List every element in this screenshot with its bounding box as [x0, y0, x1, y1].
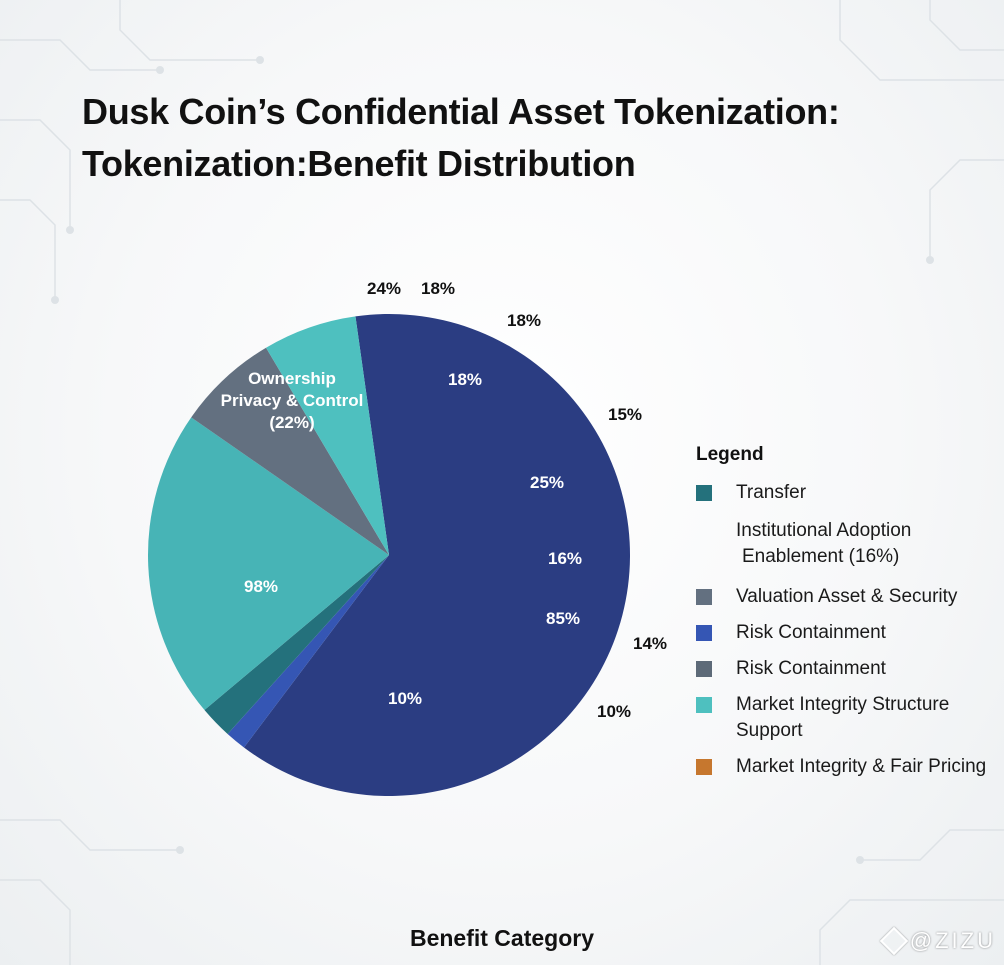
pie-slice-6 [266, 316, 389, 555]
legend-item: Risk Containment [692, 620, 1002, 646]
legend-label-line: Valuation Asset & Security [736, 586, 958, 607]
inner-label-2: 98% [244, 577, 278, 596]
inner-label-4: 18% [448, 370, 482, 389]
pie-slice-1 [243, 314, 631, 797]
inner-label-3: 10% [388, 689, 422, 708]
legend: Legend Transfer Institutional Adoption Ena… [692, 444, 1002, 780]
pie-slice-2 [227, 555, 389, 748]
legend-label: Institutional Adoption Enablement (16%) [736, 518, 911, 570]
legend-item: Market Integrity Structure Support [692, 692, 1002, 744]
inner-label-7: 85% [546, 609, 580, 628]
legend-label: Market Integrity & Fair Pricing [736, 754, 986, 780]
legend-swatch [696, 661, 712, 677]
chart-title: Dusk Coin’s Confidential Asset Tokenizat… [82, 86, 840, 190]
legend-swatch [696, 625, 712, 641]
legend-label: Market Integrity Structure Support [736, 692, 949, 744]
legend-label-line: Support [736, 720, 803, 741]
outer-label-1: 24% [367, 279, 401, 298]
legend-swatch [696, 759, 712, 775]
outer-label-5: 14% [633, 634, 667, 653]
legend-label-line: Risk Containment [736, 658, 886, 679]
legend-label-line: Market Integrity & Fair Pricing [736, 756, 987, 777]
outer-label-2: 18% [421, 279, 455, 298]
inner-label-5: 25% [530, 473, 564, 492]
chart-title-line-1: Dusk Coin’s Confidential Asset Tokenizat… [82, 91, 840, 132]
legend-items: Transfer Institutional Adoption Enablement… [692, 480, 1002, 780]
legend-label-line: Market Integrity Structure [736, 694, 950, 715]
legend-label: Risk Containment [736, 656, 886, 682]
legend-label: Transfer [736, 480, 806, 506]
legend-item: Market Integrity & Fair Pricing [692, 754, 1002, 780]
legend-label-line: Enablement (16%) [742, 546, 900, 567]
pie-slice-3 [204, 555, 389, 734]
legend-title: Legend [696, 444, 764, 465]
legend-item: Valuation Asset & Security [692, 584, 1002, 610]
watermark: @ZIZU [879, 926, 996, 956]
legend-item: Institutional Adoption Enablement (16%) [692, 518, 1002, 570]
pie-slice-4 [148, 417, 389, 711]
legend-label: Risk Containment [736, 620, 886, 646]
inner-label-6: 16% [548, 549, 582, 568]
legend-swatch [696, 523, 712, 539]
outer-label-4: 15% [608, 405, 642, 424]
x-axis-label: Benefit Category [409, 925, 595, 951]
watermark-icon [879, 926, 908, 956]
legend-swatch [696, 697, 712, 713]
legend-label-line: Transfer [736, 482, 807, 503]
pie-slice-5 [191, 347, 389, 555]
legend-label-line: Institutional Adoption [736, 520, 912, 541]
legend-item: Risk Containment [692, 656, 1002, 682]
legend-swatch [696, 485, 712, 501]
legend-label: Valuation Asset & Security [736, 584, 957, 610]
legend-item: Transfer [692, 480, 1002, 506]
outer-label-3: 18% [507, 311, 541, 330]
inner-label-1: Ownership Privacy & Control (22%) [221, 369, 364, 432]
legend-swatch [696, 589, 712, 605]
chart-title-line-2: Tokenization:Benefit Distribution [82, 143, 636, 184]
legend-label-line: Risk Containment [736, 622, 886, 643]
watermark-text: @ZIZU [909, 928, 996, 953]
outer-label-6: 10% [597, 702, 631, 721]
